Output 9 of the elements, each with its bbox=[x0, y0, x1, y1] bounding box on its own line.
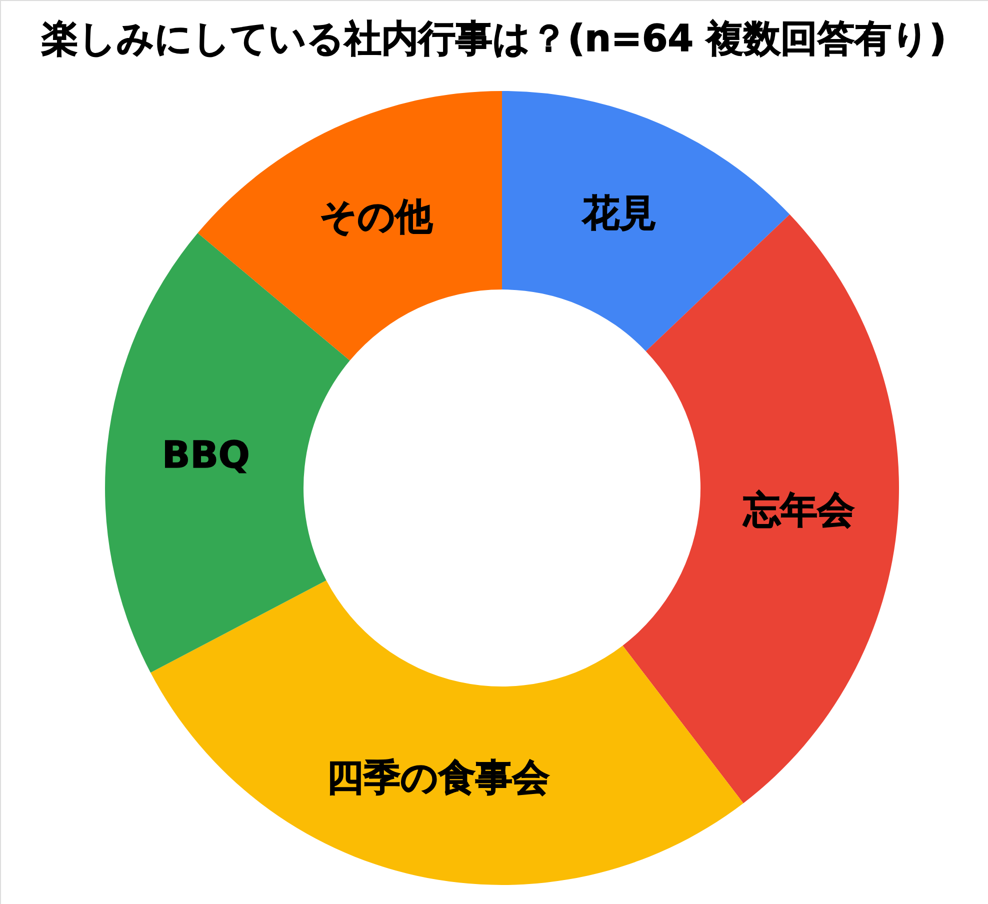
donut-slice bbox=[502, 91, 790, 352]
chart-title: 楽しみにしている社内行事は？(n=64 複数回答有り) bbox=[42, 17, 946, 60]
slice-label: その他 bbox=[320, 195, 434, 238]
slice-label: BBQ bbox=[162, 433, 250, 476]
slice-label: 忘年会 bbox=[742, 488, 854, 532]
donut-slice bbox=[198, 91, 502, 361]
slice-label: 花見 bbox=[581, 191, 656, 234]
slice-label: 四季の食事会 bbox=[326, 756, 550, 799]
donut-slice bbox=[150, 580, 744, 885]
